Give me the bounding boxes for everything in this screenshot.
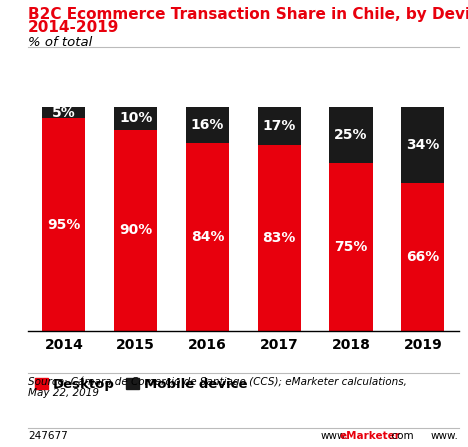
Text: 34%: 34% bbox=[406, 138, 439, 152]
Bar bbox=[401, 107, 444, 183]
Text: .com: .com bbox=[389, 431, 415, 441]
Bar bbox=[114, 107, 157, 130]
Text: 10%: 10% bbox=[119, 111, 153, 126]
Text: 84%: 84% bbox=[191, 230, 224, 244]
Bar bbox=[329, 107, 373, 163]
Text: Source: Cámara de Comercio de Santiago (CCS); eMarketer calculations,
May 22, 20: Source: Cámara de Comercio de Santiago (… bbox=[28, 376, 407, 398]
Text: 16%: 16% bbox=[191, 118, 224, 132]
Text: 66%: 66% bbox=[406, 250, 439, 264]
Bar bbox=[258, 145, 301, 331]
Bar bbox=[401, 183, 444, 331]
Text: www.: www. bbox=[321, 431, 349, 441]
Text: 247677: 247677 bbox=[28, 431, 68, 441]
Bar bbox=[43, 118, 86, 331]
Bar bbox=[114, 130, 157, 331]
Bar bbox=[186, 107, 229, 143]
Text: eMarketer: eMarketer bbox=[340, 431, 401, 441]
Text: www.: www. bbox=[431, 431, 459, 441]
Text: 17%: 17% bbox=[263, 119, 296, 133]
Bar bbox=[186, 143, 229, 331]
Text: 90%: 90% bbox=[119, 223, 153, 237]
Text: 2014-2019: 2014-2019 bbox=[28, 20, 119, 35]
Text: 83%: 83% bbox=[263, 231, 296, 245]
Text: 5%: 5% bbox=[52, 106, 76, 120]
Bar bbox=[329, 163, 373, 331]
Text: 25%: 25% bbox=[334, 128, 368, 142]
Bar bbox=[258, 107, 301, 145]
Text: % of total: % of total bbox=[28, 36, 92, 49]
Legend: Desktop, Mobile device: Desktop, Mobile device bbox=[35, 378, 248, 391]
Text: 95%: 95% bbox=[47, 218, 80, 232]
Text: 75%: 75% bbox=[334, 240, 368, 254]
Text: B2C Ecommerce Transaction Share in Chile, by Device,: B2C Ecommerce Transaction Share in Chile… bbox=[28, 7, 468, 22]
Bar bbox=[43, 107, 86, 118]
